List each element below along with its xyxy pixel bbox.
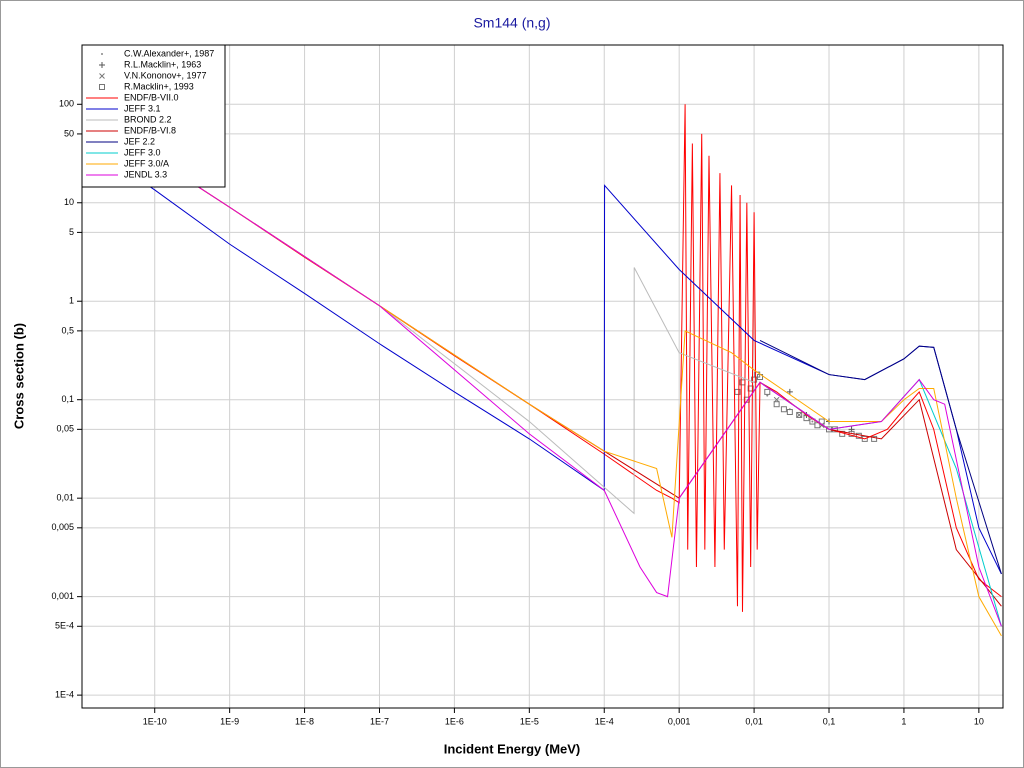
x-tick-label: 1E-7 xyxy=(370,716,389,726)
y-tick-label: 5E-4 xyxy=(55,621,74,631)
y-tick-label: 50 xyxy=(64,128,74,138)
legend-label: V.N.Kononov+, 1977 xyxy=(124,70,207,80)
x-tick-label: 1E-5 xyxy=(520,716,539,726)
legend-label: JEFF 3.0 xyxy=(124,147,161,157)
data-point xyxy=(747,385,754,392)
data-point xyxy=(766,394,769,397)
x-tick-label: 1E-8 xyxy=(295,716,314,726)
data-point xyxy=(796,411,803,418)
legend-label: R.L.Macklin+, 1963 xyxy=(124,59,201,69)
y-tick-label: 0,005 xyxy=(51,522,74,532)
y-tick-label: 1E-4 xyxy=(55,689,74,699)
plot-series xyxy=(82,104,1002,637)
legend-swatch xyxy=(99,62,105,68)
data-point xyxy=(803,415,810,422)
x-tick-label: 0,001 xyxy=(668,716,691,726)
y-tick-label: 10 xyxy=(64,197,74,207)
y-tick-label: 0,01 xyxy=(56,493,74,503)
legend-label: BROND 2.2 xyxy=(124,114,172,124)
legend-label: C.W.Alexander+, 1987 xyxy=(124,48,214,58)
legend-label: ENDF/B-VII.0 xyxy=(124,92,179,102)
plot-border xyxy=(81,44,1004,709)
y-tick-label: 5 xyxy=(69,227,74,237)
x-tick-label: 1E-6 xyxy=(445,716,464,726)
legend-swatch xyxy=(99,73,105,79)
legend-label: JEFF 3.1 xyxy=(124,103,161,113)
legend-label: JEF 2.2 xyxy=(124,136,155,146)
x-axis-title: Incident Energy (MeV) xyxy=(444,741,581,756)
plot-area xyxy=(82,45,1003,708)
data-point xyxy=(734,388,741,395)
legend-label: ENDF/B-VI.8 xyxy=(124,125,176,135)
x-tick-label: 0,01 xyxy=(745,716,763,726)
data-point xyxy=(786,409,793,416)
y-axis-title: Cross section (b) xyxy=(11,323,26,429)
data-point xyxy=(855,432,862,439)
legend-label: JEFF 3.0/A xyxy=(124,158,169,168)
y-tick-label: 1 xyxy=(69,296,74,306)
y-tick-label: 0,1 xyxy=(61,394,74,404)
data-point xyxy=(780,406,787,413)
legend-swatch xyxy=(99,84,105,90)
x-tick-label: 10 xyxy=(974,716,984,726)
series-line xyxy=(82,110,1002,627)
y-tick-label: 0,001 xyxy=(51,591,74,601)
data-point xyxy=(831,426,838,433)
data-point xyxy=(861,435,868,442)
legend-box xyxy=(81,44,226,188)
legend-label: JENDL 3.3 xyxy=(124,169,167,179)
x-tick-label: 1E-10 xyxy=(143,716,167,726)
x-tick-label: 0,1 xyxy=(823,716,836,726)
chart-title: Sm144 (n,g) xyxy=(473,15,550,31)
data-point xyxy=(871,435,878,442)
series-line xyxy=(82,110,1002,637)
x-tick-label: 1E-4 xyxy=(595,716,614,726)
y-tick-label: 100 xyxy=(59,99,74,109)
data-point xyxy=(764,388,771,395)
data-point xyxy=(796,412,803,418)
y-tick-label: 0,5 xyxy=(61,325,74,335)
series-line xyxy=(759,339,1002,575)
x-tick-label: 1 xyxy=(901,716,906,726)
y-tick-label: 0,05 xyxy=(56,424,74,434)
data-point xyxy=(814,422,821,429)
legend-swatch xyxy=(101,53,103,55)
series-line xyxy=(82,104,1002,612)
x-tick-label: 1E-9 xyxy=(220,716,239,726)
data-point xyxy=(786,388,793,395)
data-point xyxy=(773,401,780,408)
legend-label: R.Macklin+, 1993 xyxy=(124,81,194,91)
data-point xyxy=(811,420,814,423)
